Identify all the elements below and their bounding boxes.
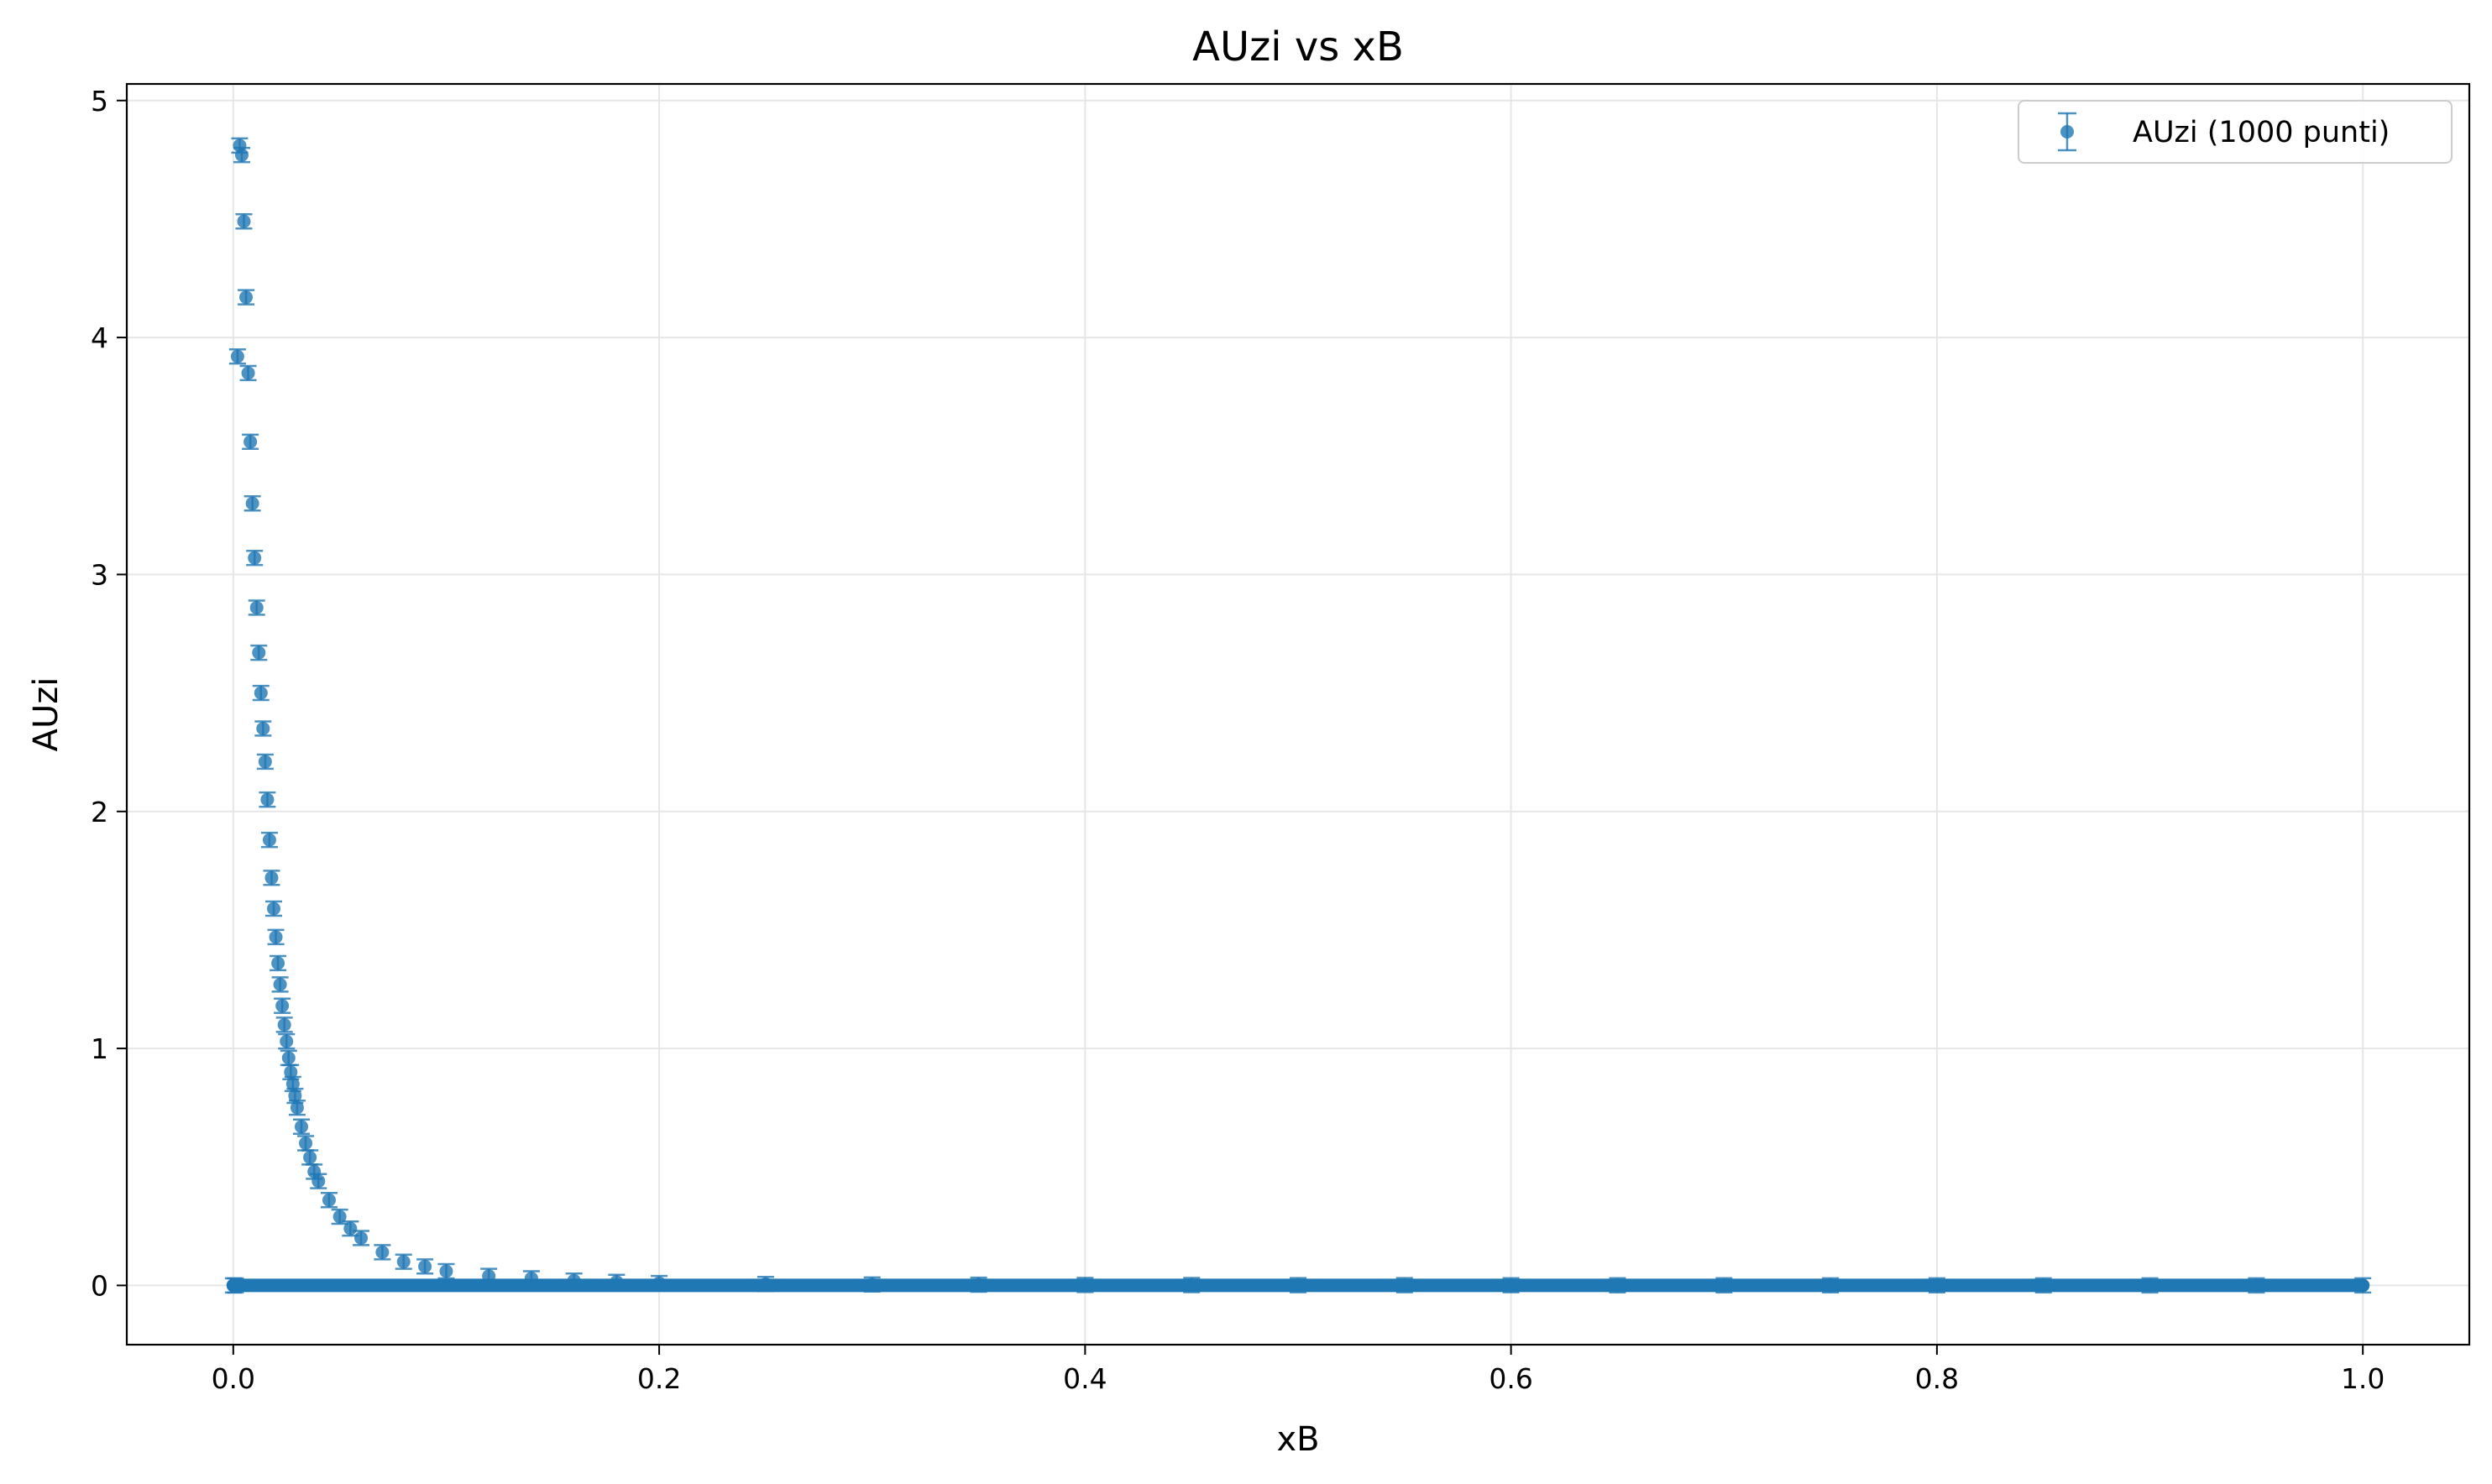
x-tick-label: 0.4 [1063, 1362, 1107, 1395]
data-marker [418, 1259, 432, 1273]
data-marker [269, 930, 283, 944]
y-tick-label: 2 [91, 796, 108, 828]
data-point [270, 954, 287, 972]
data-point [265, 900, 283, 917]
data-marker [273, 977, 287, 991]
data-marker [439, 1264, 453, 1278]
data-marker [284, 1065, 298, 1079]
data-marker [239, 290, 254, 305]
data-marker [294, 1120, 308, 1134]
data-marker [248, 551, 262, 565]
data-marker [354, 1231, 368, 1245]
data-point [238, 289, 255, 306]
data-marker [281, 1051, 296, 1065]
data-marker [299, 1137, 313, 1151]
data-point [233, 146, 250, 164]
data-marker [264, 870, 279, 885]
data-marker [249, 600, 264, 614]
data-marker [288, 1089, 302, 1103]
y-tick-label: 0 [91, 1269, 108, 1302]
legend: AUzi (1000 punti) [2018, 100, 2453, 164]
data-marker [245, 496, 259, 510]
data-marker [280, 1034, 294, 1048]
data-marker [260, 792, 275, 807]
x-tick-label: 0.0 [212, 1362, 255, 1395]
chart-title: AUzi vs xB [1192, 24, 1404, 71]
data-point [437, 1262, 455, 1280]
data-point [292, 1118, 310, 1135]
data-point [235, 213, 253, 230]
data-point [320, 1192, 338, 1209]
x-tick-label: 0.2 [637, 1362, 681, 1395]
data-marker [262, 833, 276, 847]
y-tick-label: 5 [91, 85, 108, 118]
data-marker [271, 956, 285, 970]
data-point [260, 831, 278, 849]
legend-marker-icon [2058, 112, 2076, 152]
data-marker [256, 721, 270, 735]
data-marker [267, 901, 281, 916]
legend-label: AUzi (1000 punti) [2133, 116, 2390, 149]
data-point [331, 1208, 348, 1225]
data-marker [275, 999, 290, 1013]
data-marker [237, 214, 251, 228]
data-marker [312, 1174, 326, 1189]
data-marker [322, 1193, 336, 1207]
data-marker [332, 1210, 347, 1224]
legend-box [2018, 100, 2453, 164]
data-point [246, 549, 264, 567]
data-point [239, 364, 257, 382]
data-point [252, 684, 270, 702]
data-point [243, 495, 261, 512]
data-point [242, 433, 259, 451]
data-point [250, 644, 268, 661]
data-point [228, 347, 246, 365]
data-point [274, 997, 291, 1014]
x-tick-label: 1.0 [2341, 1362, 2385, 1395]
data-marker [241, 366, 255, 380]
data-marker [243, 435, 258, 449]
y-tick-label: 3 [91, 558, 108, 591]
data-marker [252, 645, 266, 660]
data-point [263, 870, 280, 886]
data-marker [375, 1245, 390, 1259]
data-point [271, 976, 289, 993]
data-marker [277, 1017, 291, 1032]
data-point [286, 1087, 304, 1105]
data-point [275, 1016, 293, 1033]
data-marker [234, 148, 249, 162]
data-point [254, 720, 272, 737]
data-point [267, 928, 285, 946]
data-point [256, 753, 274, 771]
y-tick-label: 4 [91, 321, 108, 354]
ticks: 0.0 0.2 0.4 0.6 0.8 1.0 0 1 2 3 4 5 [91, 85, 2385, 1395]
data-marker [258, 755, 272, 769]
data-series [224, 137, 2372, 1294]
data-point [259, 791, 276, 808]
data-point [353, 1230, 369, 1246]
data-marker [343, 1221, 358, 1236]
x-tick-label: 0.6 [1489, 1362, 1532, 1395]
data-marker [303, 1150, 317, 1164]
data-marker [285, 1077, 300, 1091]
data-marker [254, 686, 268, 700]
data-point [374, 1244, 391, 1261]
data-marker [396, 1255, 411, 1269]
data-point [278, 1032, 296, 1050]
data-point [248, 599, 265, 616]
data-point [288, 1099, 306, 1116]
data-point [416, 1258, 434, 1275]
data-point [310, 1173, 327, 1189]
data-point [395, 1253, 412, 1270]
y-axis-label: AUzi [27, 677, 65, 752]
y-tick-label: 1 [91, 1032, 108, 1065]
x-tick-label: 0.8 [1915, 1362, 1959, 1395]
data-marker [290, 1100, 304, 1115]
x-axis-label: xB [1276, 1420, 1319, 1459]
data-marker [230, 349, 244, 363]
axes-frame [125, 82, 2471, 1346]
